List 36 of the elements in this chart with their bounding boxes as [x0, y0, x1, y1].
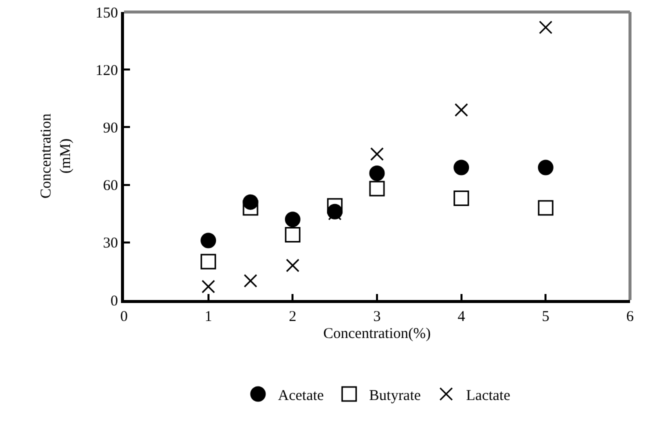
point — [454, 103, 468, 117]
x-tick-label: 1 — [204, 309, 212, 325]
point — [454, 160, 470, 176]
y-tick-label: 30 — [103, 236, 118, 252]
point — [284, 212, 300, 228]
y-axis-title: Concentration (mM) — [38, 113, 74, 198]
point — [200, 254, 216, 270]
point — [538, 20, 552, 34]
y-tick-label: 90 — [103, 120, 118, 136]
x-tick-label: 0 — [120, 309, 128, 325]
y-tick-label: 150 — [96, 5, 118, 22]
legend-label: Acetate — [278, 388, 324, 404]
point — [538, 160, 554, 176]
point — [538, 200, 554, 216]
x-axis-title: Concentration(%) — [323, 326, 431, 342]
x-tick-label: 3 — [373, 309, 381, 325]
point — [369, 166, 385, 182]
y-tick-label: 120 — [96, 62, 118, 79]
point — [202, 280, 216, 294]
point — [244, 274, 258, 288]
point — [370, 147, 384, 161]
legend-label: Lactate — [466, 388, 511, 404]
point — [286, 258, 300, 272]
x-tick-label: 2 — [288, 309, 296, 325]
legend-label: Butyrate — [369, 388, 422, 404]
point — [242, 200, 258, 216]
y-tick-label: 60 — [103, 178, 118, 194]
x-tick-label: 4 — [458, 309, 466, 325]
point — [454, 190, 470, 206]
point — [200, 232, 216, 248]
point — [284, 226, 300, 242]
y-tick-label: 0 — [110, 293, 118, 310]
x-tick-label: 5 — [542, 309, 550, 325]
point — [327, 198, 343, 214]
point — [369, 180, 385, 196]
x-tick-label: 6 — [626, 309, 634, 325]
